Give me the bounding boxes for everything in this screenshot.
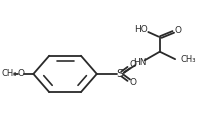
Text: O: O — [130, 60, 137, 69]
Text: O: O — [17, 69, 24, 78]
Text: CH₃: CH₃ — [181, 55, 196, 64]
Text: HN: HN — [133, 58, 146, 67]
Text: O: O — [175, 26, 182, 35]
Text: CH₃: CH₃ — [1, 69, 17, 78]
Text: S: S — [117, 69, 124, 79]
Text: O: O — [130, 78, 137, 87]
Text: HO: HO — [134, 25, 147, 34]
